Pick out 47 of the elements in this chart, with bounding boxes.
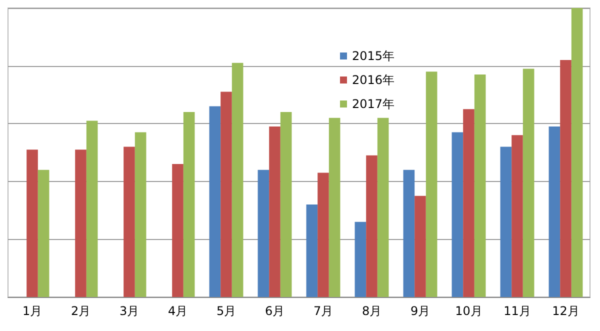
- bar: [258, 170, 270, 297]
- bar: [328, 118, 340, 297]
- bar: [452, 132, 464, 297]
- bar: [512, 135, 523, 297]
- x-tick-label: 5月: [216, 304, 236, 318]
- bar: [280, 112, 292, 297]
- bar: [403, 170, 415, 297]
- bar: [354, 222, 366, 297]
- legend-label: 2016年: [352, 73, 395, 87]
- x-tick-label: 1月: [22, 304, 42, 318]
- x-tick-label: 12月: [552, 304, 580, 318]
- x-tick-label: 10月: [455, 304, 482, 318]
- bar: [426, 72, 438, 297]
- bar: [560, 60, 572, 297]
- bar: [220, 92, 232, 297]
- bar: [38, 170, 50, 297]
- bar: [366, 155, 378, 297]
- bar: [209, 106, 221, 297]
- bar: [522, 68, 534, 297]
- bar: [26, 150, 38, 297]
- bar: [306, 204, 318, 297]
- bar: [124, 146, 135, 297]
- bar: [134, 132, 146, 297]
- bar: [474, 74, 486, 297]
- x-tick-label: 4月: [168, 304, 188, 318]
- bar: [377, 118, 389, 297]
- bar: [463, 109, 474, 297]
- x-tick-label: 3月: [119, 304, 140, 318]
- legend-label: 2017年: [352, 97, 395, 111]
- x-tick-label: 11月: [504, 304, 531, 318]
- bar: [414, 196, 426, 297]
- legend-label: 2015年: [352, 49, 395, 63]
- bar: [183, 112, 195, 297]
- x-tick-label: 7月: [313, 304, 334, 318]
- bar: [269, 126, 280, 297]
- bar: [86, 120, 98, 297]
- bar: [75, 150, 86, 297]
- bar: [232, 62, 244, 297]
- x-tick-label: 2月: [70, 304, 91, 318]
- x-tick-label: 8月: [362, 304, 382, 318]
- bar: [571, 8, 583, 297]
- bar: [548, 126, 560, 297]
- x-tick-label: 6月: [264, 304, 285, 318]
- bar: [172, 164, 184, 297]
- bar: [318, 172, 329, 297]
- x-tick-label: 9月: [410, 304, 430, 318]
- bar: [500, 146, 512, 297]
